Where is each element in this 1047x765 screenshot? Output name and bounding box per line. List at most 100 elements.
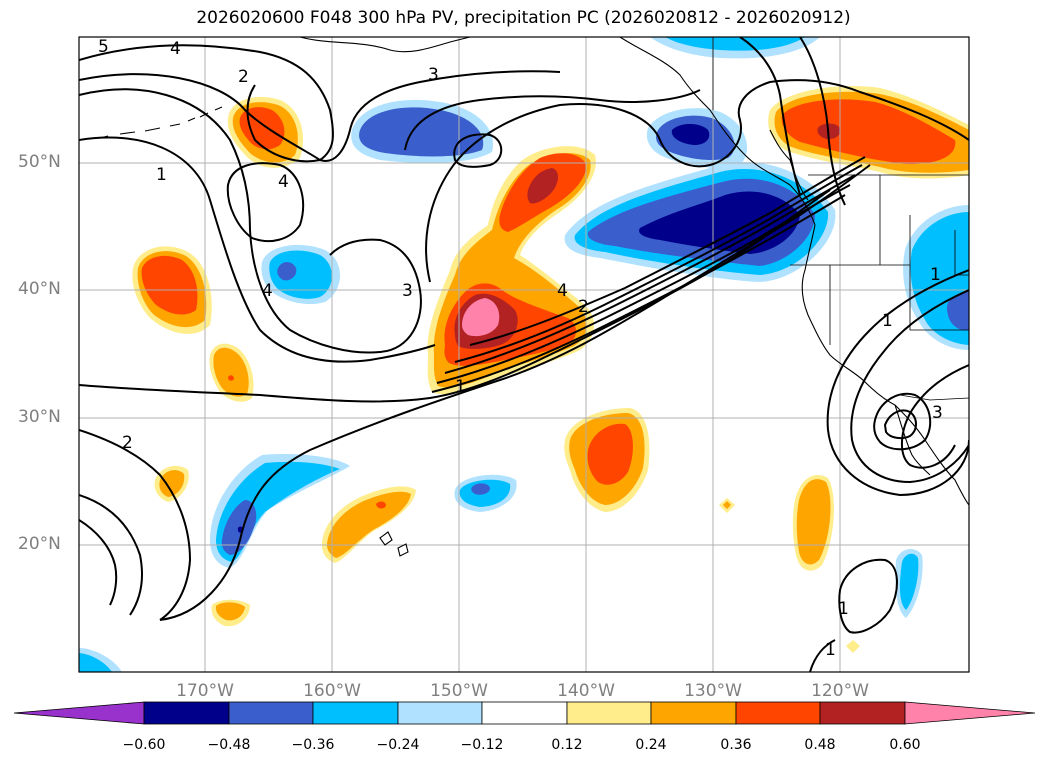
colorbar-tick-label: −0.60 (122, 737, 166, 753)
colorbar-segment (735, 701, 821, 725)
precip-negative-area (79, 653, 112, 672)
precip-positive-area (376, 501, 386, 509)
contour-label: 4 (278, 172, 289, 192)
pv-contour (79, 189, 831, 403)
contour-label: 1 (825, 640, 836, 660)
contour-label: 2 (122, 433, 133, 453)
pv-contour (79, 136, 436, 363)
pv-contour (809, 639, 836, 672)
lat-label: 20°N (18, 534, 61, 554)
precip-negative-area (471, 483, 490, 495)
pv-contour (469, 156, 866, 346)
pv-contour (826, 269, 969, 497)
contour-label: 1 (838, 599, 849, 619)
pv-contour (838, 558, 898, 634)
colorbar-segment (13, 701, 145, 725)
pv-contour (436, 184, 851, 384)
colorbar-segment (904, 701, 1036, 725)
contour-label: 1 (156, 165, 167, 185)
coastline-bc (769, 129, 809, 201)
island (379, 531, 409, 557)
lat-label: 30°N (18, 407, 61, 427)
colorbar-segment (650, 701, 737, 725)
pv-contour (739, 37, 801, 196)
precip-positive-area (213, 347, 249, 397)
precip-negative-area (665, 37, 805, 51)
colorbar-tick-label: 0.60 (889, 737, 921, 753)
contour-label: 3 (402, 281, 413, 301)
contour-labels: 5 4 2 3 1 4 4 3 4 2 1 2 1 3 1 1 1 (98, 37, 943, 660)
pv-contour (873, 392, 932, 451)
lon-label: 160°W (303, 681, 361, 701)
colorbar-tick-label: −0.12 (460, 737, 504, 753)
contour-label: 4 (170, 39, 181, 59)
pv-contour (425, 79, 969, 283)
colorbar-segment (143, 701, 230, 725)
contour-label: 2 (578, 297, 589, 317)
precip-positive-area (159, 470, 185, 497)
colorbar-segment (397, 701, 483, 725)
pv-contour (404, 89, 701, 151)
map-frame (78, 36, 970, 673)
precip-positive-area (723, 501, 731, 509)
precip-positive-area (781, 99, 956, 165)
colorbar-tick-label: −0.48 (207, 737, 251, 753)
coastline-baja (894, 404, 931, 476)
colorbar-segment (228, 701, 314, 725)
pv-contour (79, 519, 118, 606)
pv-contour (850, 289, 969, 484)
colorbar-tick-label: −0.36 (291, 737, 335, 753)
pv-contour (159, 164, 871, 621)
contour-label: 4 (557, 281, 568, 301)
colorbar-tick-label: 0.36 (720, 737, 752, 753)
lon-label: 150°W (430, 681, 488, 701)
colorbar-segment (312, 701, 399, 725)
precip-negative-area (359, 107, 484, 157)
pv-contour (79, 429, 192, 621)
precip-positive-area (846, 640, 860, 653)
precip-negative-area (671, 124, 710, 145)
precip-positive-area (141, 255, 198, 315)
contour-label: 4 (262, 281, 273, 301)
precip-positive-area (228, 375, 234, 381)
colorbar-tick-label: −0.24 (376, 737, 420, 753)
precip-positive-area (587, 423, 633, 485)
colorbar (13, 701, 1036, 725)
contour-label: 3 (932, 403, 943, 423)
colorbar-tick-label: 0.12 (551, 737, 583, 753)
lon-label: 140°W (557, 681, 615, 701)
colorbar-segment (566, 701, 652, 725)
contour-label: 1 (882, 311, 893, 331)
pv-contours (79, 37, 969, 672)
contour-label: 3 (428, 65, 439, 85)
contour-label: 1 (455, 377, 466, 397)
colorbar-segment (819, 701, 906, 725)
pv-contour (453, 133, 503, 168)
contour-label: 5 (98, 37, 109, 57)
contour-label: 2 (238, 67, 249, 87)
political-borders (712, 37, 969, 401)
pv-contour (79, 88, 422, 354)
lon-label: 130°W (684, 681, 742, 701)
pv-contour (883, 409, 917, 440)
lat-label: 40°N (18, 279, 61, 299)
gridlines (79, 37, 969, 672)
colorbar-tick-label: 0.24 (635, 737, 667, 753)
precip-positive-area (215, 602, 245, 621)
colorbar-tick-label: 0.48 (804, 737, 836, 753)
pv-contour (799, 37, 846, 206)
precip-negative-area (946, 290, 969, 331)
pv-contour (79, 70, 561, 162)
precip-negative-area (277, 262, 297, 281)
precip-positive-area (327, 491, 411, 558)
pv-contour (444, 174, 856, 374)
pv-contour (79, 44, 334, 163)
lat-label: 50°N (18, 152, 61, 172)
colorbar-segment (481, 701, 568, 725)
map-title: 2026020600 F048 300 hPa PV, precipitatio… (196, 8, 851, 28)
pv-contour (226, 162, 305, 243)
pv-contour (454, 164, 863, 363)
precip-positive-area (796, 479, 831, 565)
contour-label: 1 (930, 265, 941, 285)
